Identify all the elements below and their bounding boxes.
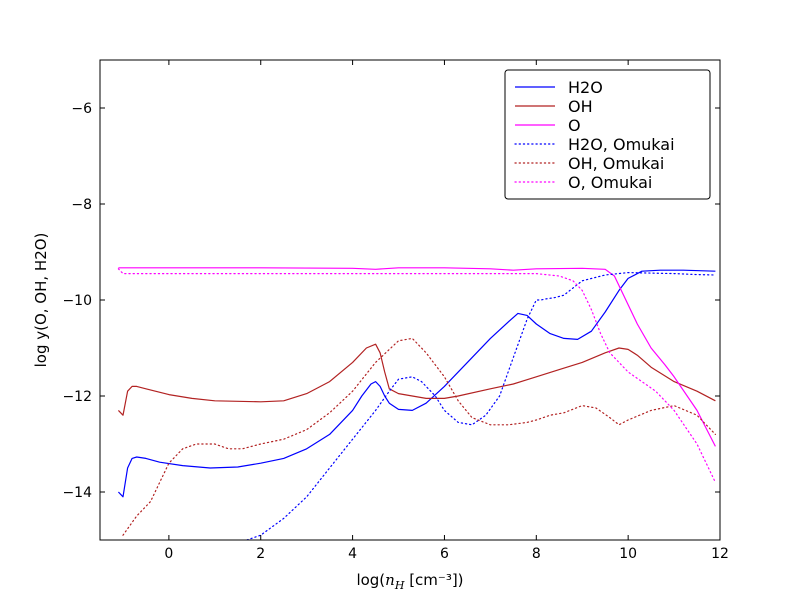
x-axis-label-post: [cm⁻³]) <box>404 571 463 589</box>
x-axis-label-var: n <box>385 571 395 589</box>
legend-label-oh: OH <box>568 97 593 116</box>
x-axis-label-pre: log( <box>356 571 385 589</box>
legend-label-oh-omukai: OH, Omukai <box>568 154 664 173</box>
y-tick-label: −6 <box>71 101 92 117</box>
x-tick-label: 12 <box>711 546 729 562</box>
ticks-layer: 0 2 4 6 8 10 12 −14 −12 −10 −8 −6 <box>62 60 729 562</box>
series-o-line <box>118 267 716 447</box>
x-tick-label: 8 <box>532 546 541 562</box>
x-tick-label: 10 <box>619 546 637 562</box>
legend-label-o: O <box>568 116 581 135</box>
y-tick-label: −12 <box>62 389 92 405</box>
legend-label-h2o: H2O <box>568 78 603 97</box>
legend-box <box>504 69 711 200</box>
y-tick-label: −14 <box>62 485 92 501</box>
series-h2o-omukai-line <box>246 272 717 540</box>
y-axis-label: log y(O, OH, H2O) <box>32 233 50 368</box>
y-tick-label: −10 <box>62 293 92 309</box>
x-axis-label-sub: H <box>394 579 405 592</box>
series-h2o-line <box>117 269 716 498</box>
x-tick-label: 0 <box>164 546 173 562</box>
legend-label-o-omukai: O, Omukai <box>568 173 652 192</box>
x-tick-label: 4 <box>348 546 357 562</box>
x-axis-label: log(nH [cm⁻³]) <box>356 571 463 592</box>
series-oh-line <box>117 343 716 416</box>
x-tick-label: 6 <box>440 546 449 562</box>
series-layer <box>117 267 717 540</box>
series-oh-omukai-line <box>122 337 717 536</box>
x-tick-label: 2 <box>256 546 265 562</box>
legend-label-h2o-omukai: H2O, Omukai <box>568 135 675 154</box>
series-o-omukai-line <box>117 268 717 483</box>
y-tick-label: −8 <box>71 197 92 213</box>
